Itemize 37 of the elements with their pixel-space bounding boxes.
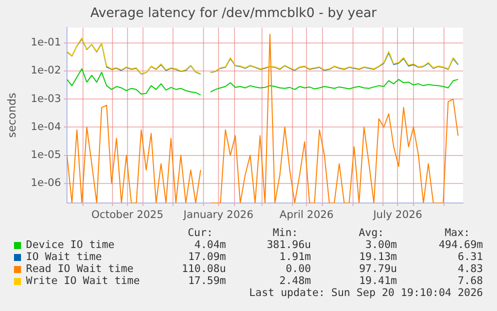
text: Avg: [358,227,384,239]
x-tick-label: October 2025 [91,209,164,222]
text: Min: [272,227,298,239]
y-tick-label: 1e-06 [30,177,62,190]
chart-title: Average latency for /dev/mmcblk0 - by year [90,6,378,22]
text: 0.00 [286,263,311,275]
text: 3.00m [365,239,397,251]
text: Cur: [188,227,213,239]
x-tick-label: April 2026 [280,209,334,222]
text: Max: [444,227,470,239]
text: 19.41m [359,275,397,287]
text: 17.59m [188,275,226,287]
y-tick-label: 1e-04 [30,120,62,133]
y-tick-label: 1e-02 [30,64,61,77]
text: 1.91m [279,251,311,263]
y-tick-label: 1e-01 [30,36,61,49]
text: 381.96u [266,239,311,251]
legend-label: IO Wait time [26,251,102,263]
y-tick-label: 1e-05 [30,149,61,161]
text: 7.68 [458,275,483,287]
x-tick-label: July 2026 [372,209,422,222]
y-tick-label: 1e-03 [30,92,61,105]
legend-label: Device IO time [26,239,115,251]
text: 4.83 [458,263,483,275]
text: 19.13m [359,251,397,263]
text: 2.48m [279,275,311,287]
x-tick-label: January 2026 [182,209,254,222]
legend-label: Read IO Wait time [26,263,134,275]
y-axis-title: seconds [5,92,18,138]
text: 17.09m [188,251,226,263]
text: 110.08u [182,263,226,275]
legend-label: Write IO Wait time [26,275,140,287]
text: Last update: Sun Sep 20 19:10:04 2026 [249,287,483,299]
text: 97.79u [359,263,397,275]
text: 494.69m [438,239,483,251]
text: 6.31 [458,251,483,263]
text: 4.04m [194,239,226,251]
